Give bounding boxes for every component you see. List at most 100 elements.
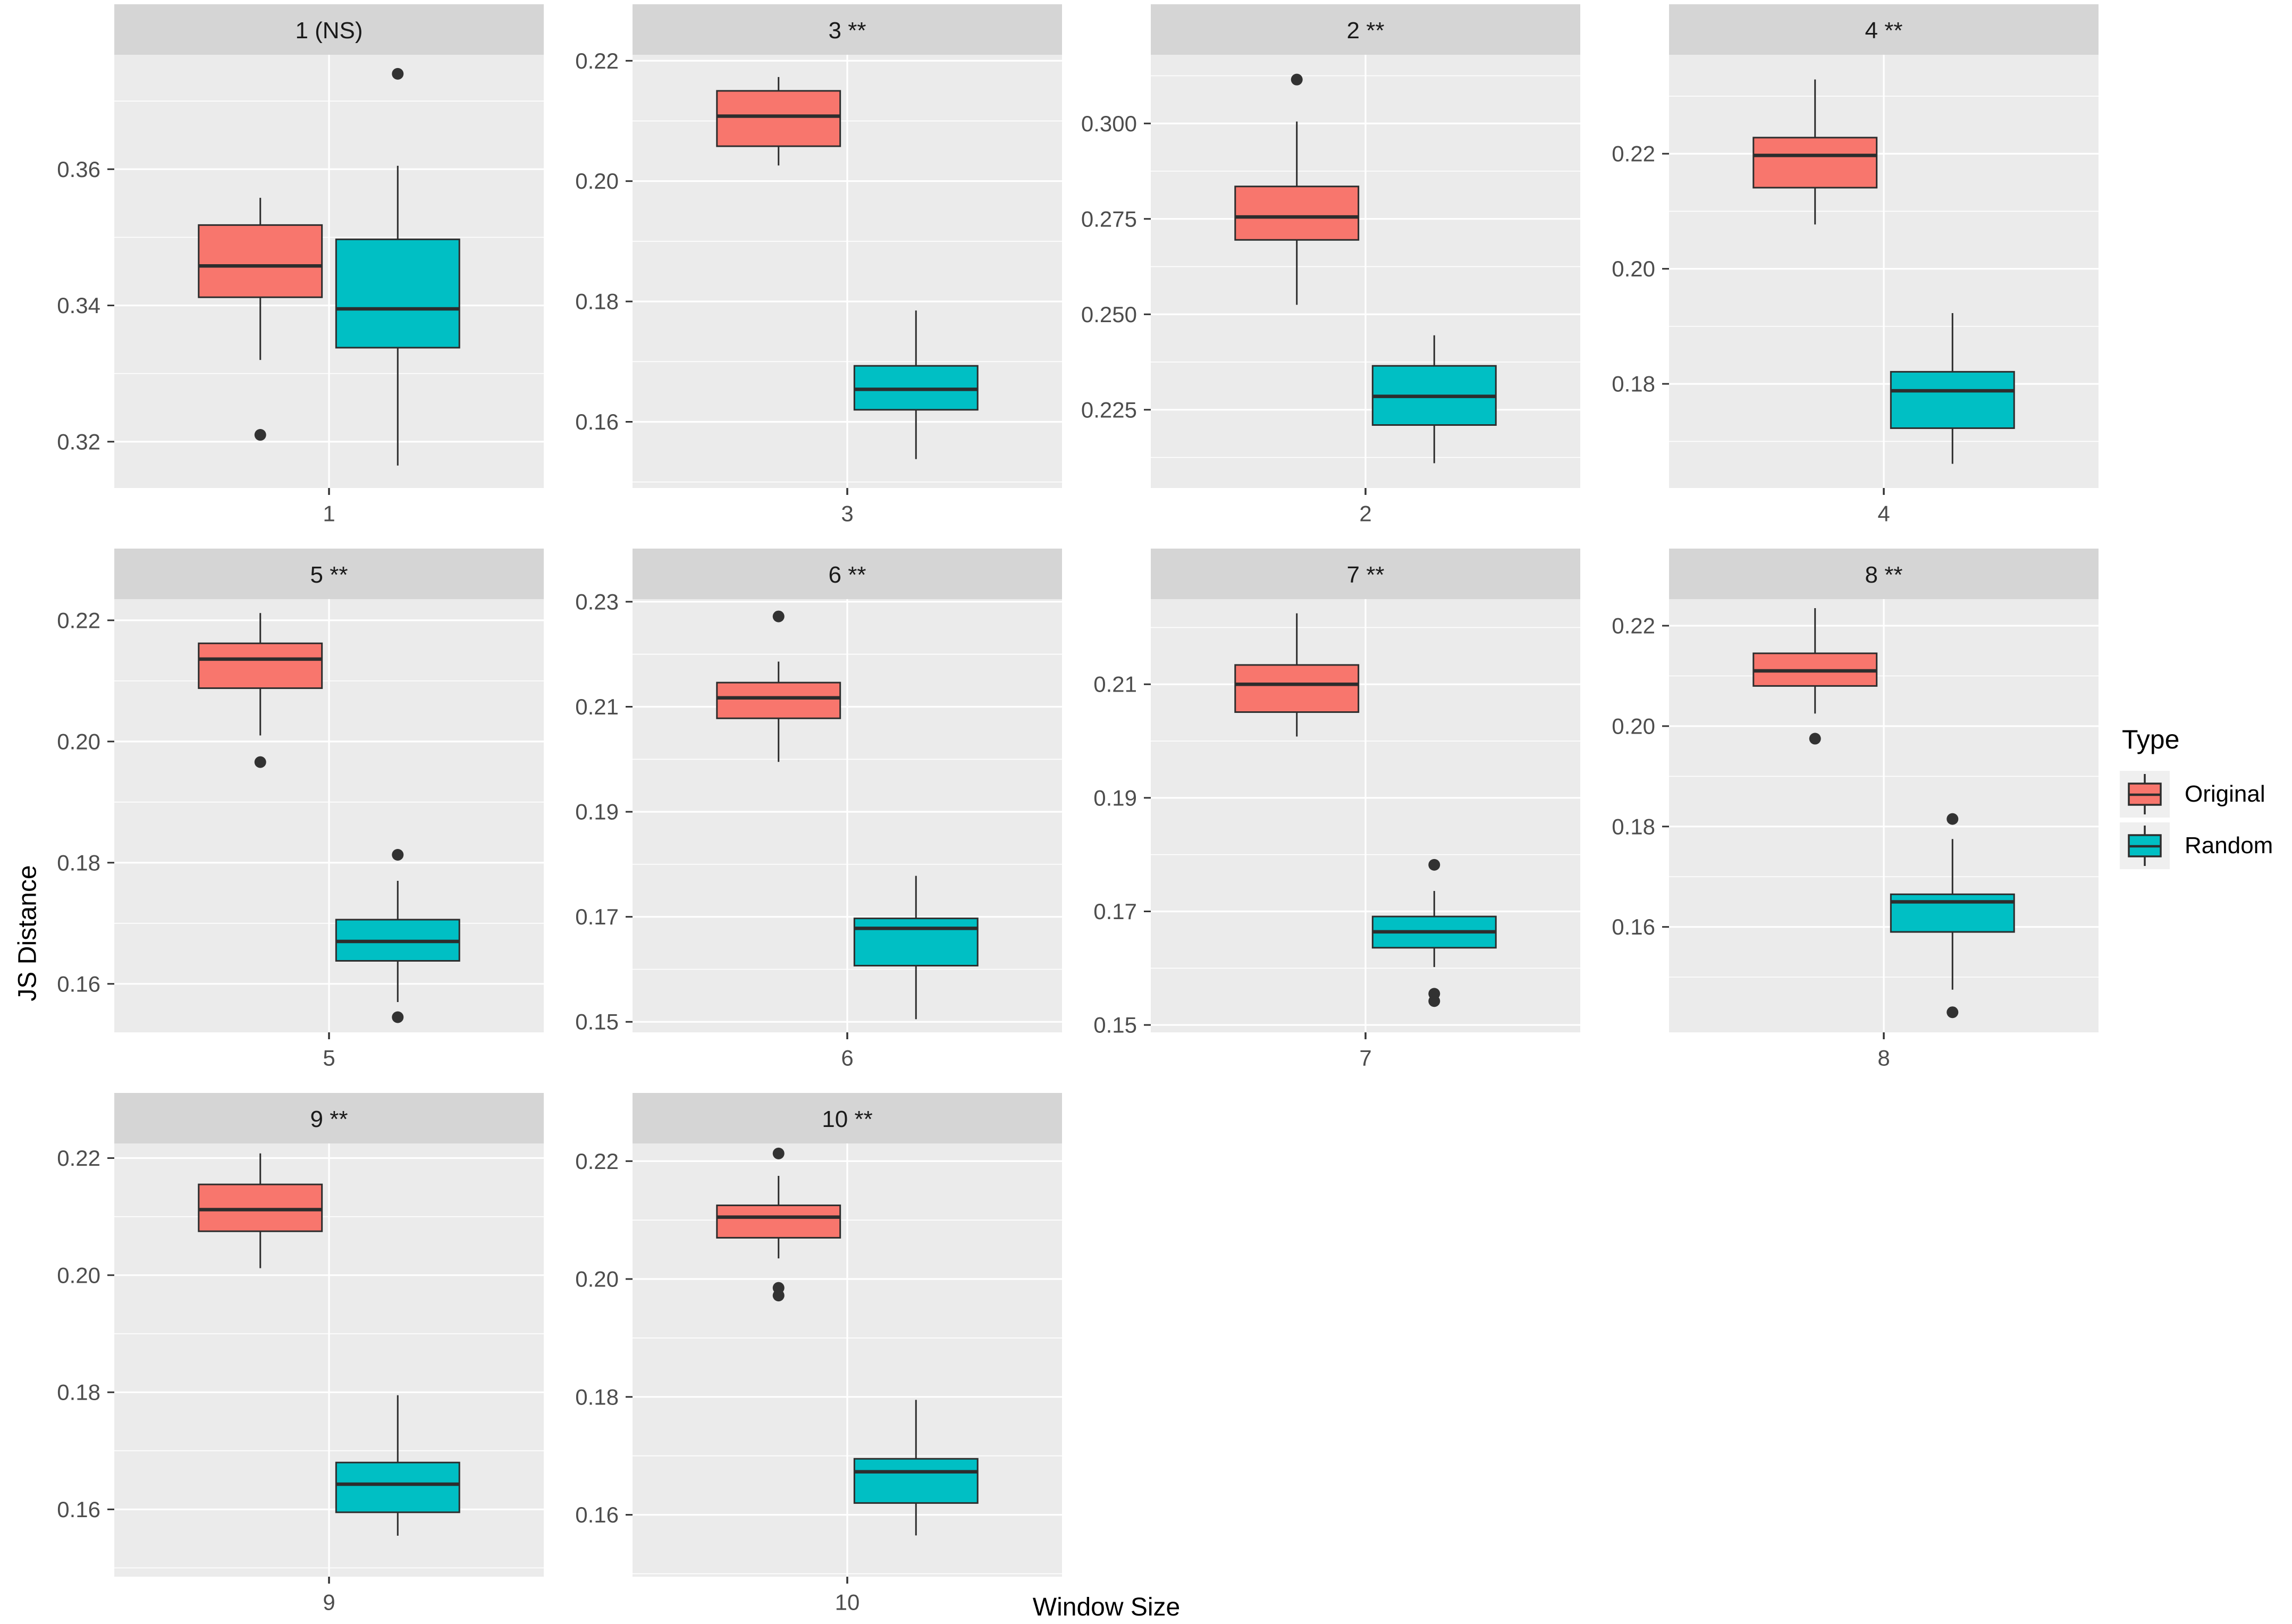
- outlier-dot: [772, 1290, 785, 1302]
- boxplot-6-random: [853, 876, 979, 1020]
- facet-strip-label: 1 (NS): [295, 18, 363, 44]
- facet-strip-label: 5 **: [310, 562, 348, 588]
- boxplot-2-random: [1371, 335, 1497, 464]
- y-tick-label: 0.22: [1612, 141, 1655, 166]
- y-tick-label: 0.18: [575, 289, 619, 314]
- boxplot-7-original: [1234, 613, 1360, 737]
- iqr-box: [198, 224, 323, 298]
- y-tick-label: 0.16: [57, 1497, 100, 1522]
- legend-item-random: Random: [2120, 822, 2292, 869]
- iqr-box: [198, 1183, 323, 1232]
- x-tick-label: 3: [841, 501, 853, 526]
- y-tick-label: 0.19: [1093, 785, 1137, 810]
- iqr-box: [1234, 186, 1360, 241]
- iqr-box: [335, 1461, 460, 1513]
- iqr-box: [716, 681, 841, 719]
- facet-7: 0.15 0.17 0.19 0.21 7 7 **: [1093, 549, 1580, 1071]
- y-tick-label: 0.36: [57, 157, 100, 182]
- iqr-box: [1752, 137, 1878, 189]
- x-tick-label: 10: [835, 1590, 860, 1615]
- y-tick-label: 0.275: [1081, 206, 1137, 231]
- x-tick-label: 1: [323, 501, 335, 526]
- boxplot-8-original: [1752, 608, 1878, 745]
- boxplot-2-original: [1234, 73, 1360, 305]
- y-tick-label: 0.22: [1612, 613, 1655, 638]
- facet-3: 0.16 0.18 0.20 0.22 3 3 **: [575, 4, 1062, 526]
- iqr-box: [1890, 893, 2015, 933]
- outlier-dot: [392, 1011, 404, 1023]
- y-tick-label: 0.225: [1081, 397, 1137, 422]
- facet-strip-label: 9 **: [310, 1106, 348, 1132]
- outlier-dot: [1809, 733, 1821, 745]
- x-tick-label: 5: [323, 1046, 335, 1071]
- y-tick-label: 0.22: [57, 608, 100, 633]
- boxplot-6-original: [716, 610, 841, 762]
- iqr-box: [853, 1458, 979, 1504]
- outlier-dot: [254, 429, 266, 441]
- y-tick-label: 0.16: [57, 971, 100, 996]
- boxplot-4-random: [1890, 313, 2015, 464]
- iqr-box: [1890, 371, 2015, 429]
- boxplot-8-random: [1890, 813, 2015, 1019]
- outlier-dot: [1428, 995, 1440, 1007]
- boxplot-1-original: [198, 198, 323, 441]
- facet-strip: [1669, 549, 2099, 599]
- y-tick-label: 0.20: [575, 1267, 619, 1292]
- iqr-box: [1234, 664, 1360, 713]
- outlier-dot: [1428, 859, 1440, 871]
- boxplot-3-original: [716, 77, 841, 166]
- boxplot-9-original: [198, 1153, 323, 1268]
- outlier-dot: [392, 849, 404, 861]
- outlier-dot: [772, 1147, 785, 1159]
- y-tick-label: 0.22: [575, 48, 619, 73]
- y-tick-label: 0.20: [57, 729, 100, 754]
- x-axis-title: Window Size: [1032, 1593, 1181, 1621]
- iqr-box: [335, 238, 460, 349]
- y-tick-label: 0.19: [575, 800, 619, 824]
- facet-strip: [633, 1093, 1062, 1143]
- x-tick-label: 2: [1359, 501, 1371, 526]
- y-tick-label: 0.21: [575, 694, 619, 719]
- y-tick-label: 0.23: [575, 589, 619, 614]
- legend-item-original: Original: [2120, 771, 2292, 818]
- y-tick-label: 0.18: [57, 1380, 100, 1405]
- iqr-box: [853, 918, 979, 967]
- y-tick-label: 0.20: [575, 169, 619, 193]
- boxplot-5-random: [335, 849, 460, 1023]
- iqr-box: [716, 90, 841, 147]
- y-tick-label: 0.20: [57, 1263, 100, 1288]
- y-tick-label: 0.16: [1612, 914, 1655, 939]
- x-tick-label: 4: [1877, 501, 1890, 526]
- x-tick-label: 9: [323, 1590, 335, 1615]
- y-tick-label: 0.16: [575, 409, 619, 434]
- y-tick-label: 0.300: [1081, 111, 1137, 136]
- facet-strip-label: 3 **: [829, 18, 866, 44]
- outlier-dot: [1946, 1006, 1959, 1019]
- facet-1: 0.32 0.34 0.36 1 1 (NS): [57, 4, 544, 526]
- facet-strip: [633, 4, 1062, 55]
- facet-strip-label: 10 **: [822, 1106, 872, 1132]
- facet-strip-label: 2 **: [1347, 18, 1385, 44]
- facet-2: 0.225 0.250 0.275 0.300 2 2 **: [1081, 4, 1580, 526]
- facet-strip: [114, 549, 544, 599]
- facet-strip-label: 8 **: [1865, 562, 1903, 588]
- boxplot-1-random: [335, 68, 460, 466]
- facet-6: 0.15 0.17 0.19 0.21 0.23 6 6 **: [575, 549, 1062, 1071]
- boxplot-9-random: [335, 1395, 460, 1536]
- facet-strip: [1151, 4, 1580, 55]
- y-tick-label: 0.250: [1081, 302, 1137, 327]
- y-tick-label: 0.21: [1093, 672, 1137, 697]
- y-tick-label: 0.34: [57, 293, 100, 318]
- iqr-box: [198, 642, 323, 689]
- boxplot-4-original: [1752, 79, 1878, 225]
- y-tick-label: 0.15: [575, 1009, 619, 1034]
- boxplot-3-random: [853, 310, 979, 459]
- facet-strip: [1669, 4, 2099, 55]
- legend: Type Original Random: [2120, 724, 2292, 874]
- x-tick-label: 7: [1359, 1046, 1371, 1071]
- facet-strip-label: 4 **: [1865, 18, 1903, 44]
- legend-title: Type: [2122, 725, 2180, 754]
- outlier-dot: [1946, 813, 1959, 825]
- boxplot-10-random: [853, 1400, 979, 1536]
